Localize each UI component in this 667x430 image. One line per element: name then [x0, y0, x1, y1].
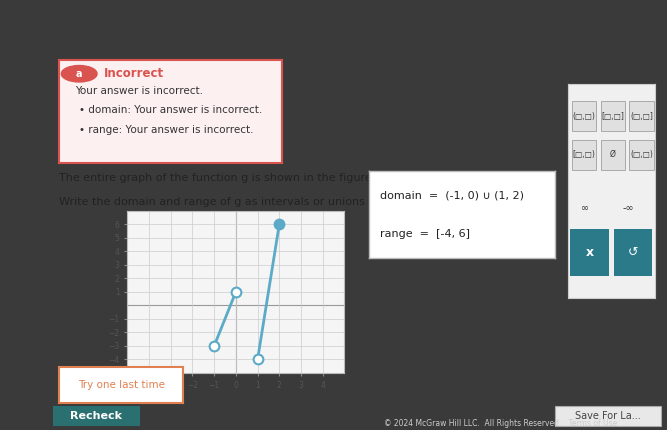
Text: Try one last time: Try one last time	[77, 380, 165, 390]
Text: (□,□): (□,□)	[573, 112, 596, 121]
Bar	[556, 406, 661, 426]
Circle shape	[61, 65, 97, 82]
Text: x: x	[586, 246, 594, 259]
Bar	[601, 101, 625, 131]
Text: • range: Your answer is incorrect.: • range: Your answer is incorrect.	[79, 125, 253, 135]
Text: Incorrect: Incorrect	[104, 67, 164, 80]
Bar	[572, 140, 596, 169]
Bar	[572, 101, 596, 131]
Text: Write the domain and range of g as intervals or unions of intervals.: Write the domain and range of g as inter…	[59, 197, 435, 207]
Text: [□,□): [□,□)	[573, 150, 596, 159]
Text: range  =  [-4, 6]: range = [-4, 6]	[380, 229, 470, 239]
Text: Ø: Ø	[610, 150, 616, 159]
Bar	[53, 406, 140, 426]
Text: Your answer is incorrect.: Your answer is incorrect.	[75, 86, 203, 96]
Text: ↺: ↺	[628, 246, 638, 259]
Text: a: a	[76, 69, 83, 79]
Text: [□,□]: [□,□]	[602, 112, 624, 121]
Bar	[614, 229, 652, 276]
Text: (□,□]: (□,□]	[630, 112, 653, 121]
Text: Save For La...: Save For La...	[575, 411, 641, 421]
Text: Recheck: Recheck	[70, 411, 122, 421]
Text: ∞: ∞	[581, 203, 589, 213]
Bar	[570, 229, 608, 276]
Bar	[601, 140, 625, 169]
Text: domain  =  (-1, 0) ∪ (1, 2): domain = (-1, 0) ∪ (1, 2)	[380, 190, 524, 200]
Text: -∞: -∞	[623, 203, 634, 213]
Text: The entire graph of the function g is shown in the figure below.: The entire graph of the function g is sh…	[59, 173, 411, 183]
Text: (□,□): (□,□)	[630, 150, 653, 159]
Bar	[630, 101, 654, 131]
Text: © 2024 McGraw Hill LLC.  All Rights Reserved.   Terms of Use: © 2024 McGraw Hill LLC. All Rights Reser…	[384, 420, 617, 428]
Text: • domain: Your answer is incorrect.: • domain: Your answer is incorrect.	[79, 105, 262, 115]
Bar	[630, 140, 654, 169]
